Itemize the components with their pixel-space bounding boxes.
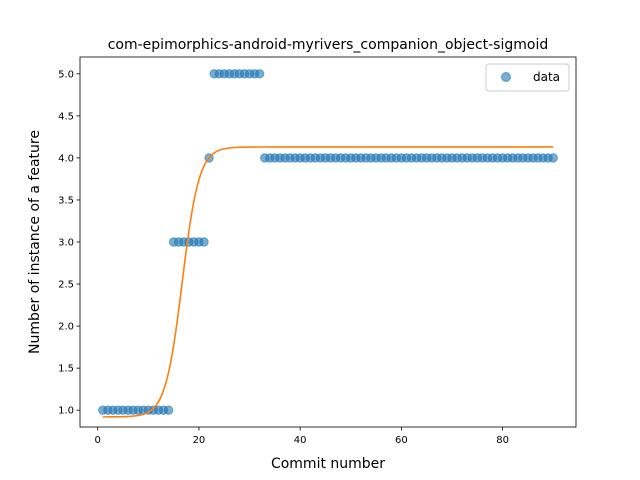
legend: data: [485, 63, 570, 92]
y-tick-label: 5.0: [58, 69, 74, 80]
data-layer: [98, 69, 558, 418]
legend-marker-data: [501, 72, 511, 82]
legend-box: [485, 63, 570, 92]
y-tick-label: 3.5: [58, 195, 74, 206]
data-point: [163, 405, 174, 415]
data-point: [199, 237, 209, 247]
x-tick-label: 40: [294, 435, 307, 446]
x-tick-label: 20: [193, 435, 206, 446]
data-point: [548, 153, 558, 163]
sigmoid-fit-line: [102, 146, 554, 418]
chart-title: com-epimorphics-android-myrivers_compani…: [108, 37, 549, 53]
x-tick-label: 0: [95, 435, 101, 446]
plot-area: 0 20 40 60 80 1.0 1.5 2.0 2.5 3.0 3.5 4.0 4.5 5.0: [58, 56, 577, 446]
x-tick-label: 80: [496, 435, 509, 446]
y-tick-label: 4.5: [58, 111, 74, 122]
y-tick-label: 4.0: [58, 153, 74, 164]
x-axis-ticks: 0 20 40 60 80: [95, 427, 509, 446]
y-tick-label: 3.0: [58, 238, 74, 249]
y-tick-label: 2.5: [58, 280, 74, 291]
legend-label-data: data: [533, 70, 560, 84]
y-tick-label: 2.0: [58, 322, 74, 333]
y-tick-label: 1.5: [58, 364, 74, 375]
y-tick-label: 1.0: [58, 406, 74, 417]
x-tick-label: 60: [395, 435, 408, 446]
x-axis-label: Commit number: [271, 456, 385, 472]
y-axis-ticks: 1.0 1.5 2.0 2.5 3.0 3.5 4.0 4.5 5.0: [58, 69, 80, 417]
y-axis-label: Number of instance of a feature: [27, 130, 43, 354]
data-point: [254, 69, 265, 79]
